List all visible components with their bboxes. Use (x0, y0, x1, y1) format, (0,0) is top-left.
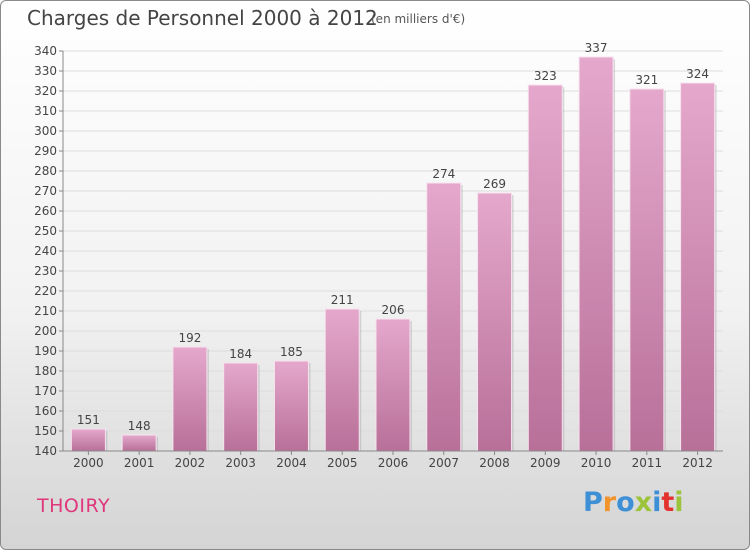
x-tick-label: 2006 (378, 456, 409, 470)
y-tick-label: 340 (34, 44, 57, 58)
y-tick-label: 260 (34, 204, 57, 218)
bar-2012[interactable] (680, 82, 716, 452)
y-tick-label: 250 (34, 224, 57, 238)
x-tick-label: 2007 (428, 456, 459, 470)
logo-letter: i (674, 487, 684, 518)
y-tick-label: 190 (34, 344, 57, 358)
chart-subtitle: (en milliers d'€) (371, 12, 466, 26)
data-label: 151 (77, 413, 100, 427)
x-tick-label: 2000 (73, 456, 104, 470)
logo-letter: P (583, 487, 603, 518)
y-tick-label: 230 (34, 264, 57, 278)
data-label: 184 (229, 347, 252, 361)
data-label: 211 (331, 293, 354, 307)
y-tick-label: 210 (34, 304, 57, 318)
data-label: 323 (534, 69, 557, 83)
data-label: 274 (432, 167, 455, 181)
proxiti-logo[interactable]: Proxiti (583, 487, 693, 521)
bar-2000[interactable] (70, 428, 106, 452)
logo-letter: r (602, 487, 617, 518)
y-tick-label: 280 (34, 164, 57, 178)
y-tick-label: 140 (34, 444, 57, 458)
city-name: THOIRY (37, 495, 111, 517)
y-tick-label: 310 (34, 104, 57, 118)
data-label: 192 (178, 331, 201, 345)
bar-2007[interactable] (426, 182, 462, 452)
axes: 140 150 160 170 180 190 200 210 220 230 240 250 260 2… (34, 44, 723, 470)
y-tick-label: 170 (34, 384, 57, 398)
x-tick-label: 2005 (327, 456, 358, 470)
logo-letter: i (652, 487, 662, 518)
bar-2002[interactable] (172, 346, 208, 452)
bars: 151 148 192 184 185 211 206 274 269 323 337 321 324 (70, 41, 717, 452)
bar-2006[interactable] (375, 318, 411, 452)
y-tick-label: 220 (34, 284, 57, 298)
y-tick-label: 150 (34, 424, 57, 438)
bar-2008[interactable] (477, 192, 513, 452)
x-tick-label: 2010 (581, 456, 612, 470)
y-tick-label: 180 (34, 364, 57, 378)
x-tick-label: 2009 (530, 456, 561, 470)
logo-letter: o (616, 487, 635, 518)
logo-letter: t (661, 487, 675, 518)
data-label: 148 (128, 419, 151, 433)
bar-2010[interactable] (578, 56, 614, 452)
x-tick-label: 2008 (479, 456, 510, 470)
data-label: 185 (280, 345, 303, 359)
y-tick-label: 290 (34, 144, 57, 158)
y-tick-label: 160 (34, 404, 57, 418)
x-tick-label: 2003 (225, 456, 256, 470)
y-tick-label: 240 (34, 244, 57, 258)
data-label: 337 (585, 41, 608, 55)
x-tick-label: 2002 (175, 456, 206, 470)
data-label: 324 (686, 67, 709, 81)
data-label: 269 (483, 177, 506, 191)
bar-2011[interactable] (629, 88, 665, 452)
bar-2003[interactable] (223, 362, 259, 452)
bar-2001[interactable] (121, 434, 157, 452)
bar-2004[interactable] (273, 360, 309, 452)
x-tick-label: 2012 (682, 456, 713, 470)
bar-2005[interactable] (324, 308, 360, 452)
y-tick-label: 320 (34, 84, 57, 98)
data-label: 321 (635, 73, 658, 87)
x-tick-label: 2011 (632, 456, 663, 470)
y-tick-label: 300 (34, 124, 57, 138)
y-tick-label: 270 (34, 184, 57, 198)
x-tick-label: 2004 (276, 456, 307, 470)
x-tick-label: 2001 (124, 456, 155, 470)
bar-2009[interactable] (527, 84, 563, 452)
logo-letter: x (634, 487, 653, 518)
y-tick-label: 330 (34, 64, 57, 78)
data-label: 206 (382, 303, 405, 317)
y-tick-label: 200 (34, 324, 57, 338)
chart-title: Charges de Personnel 2000 à 2012 (27, 6, 378, 30)
